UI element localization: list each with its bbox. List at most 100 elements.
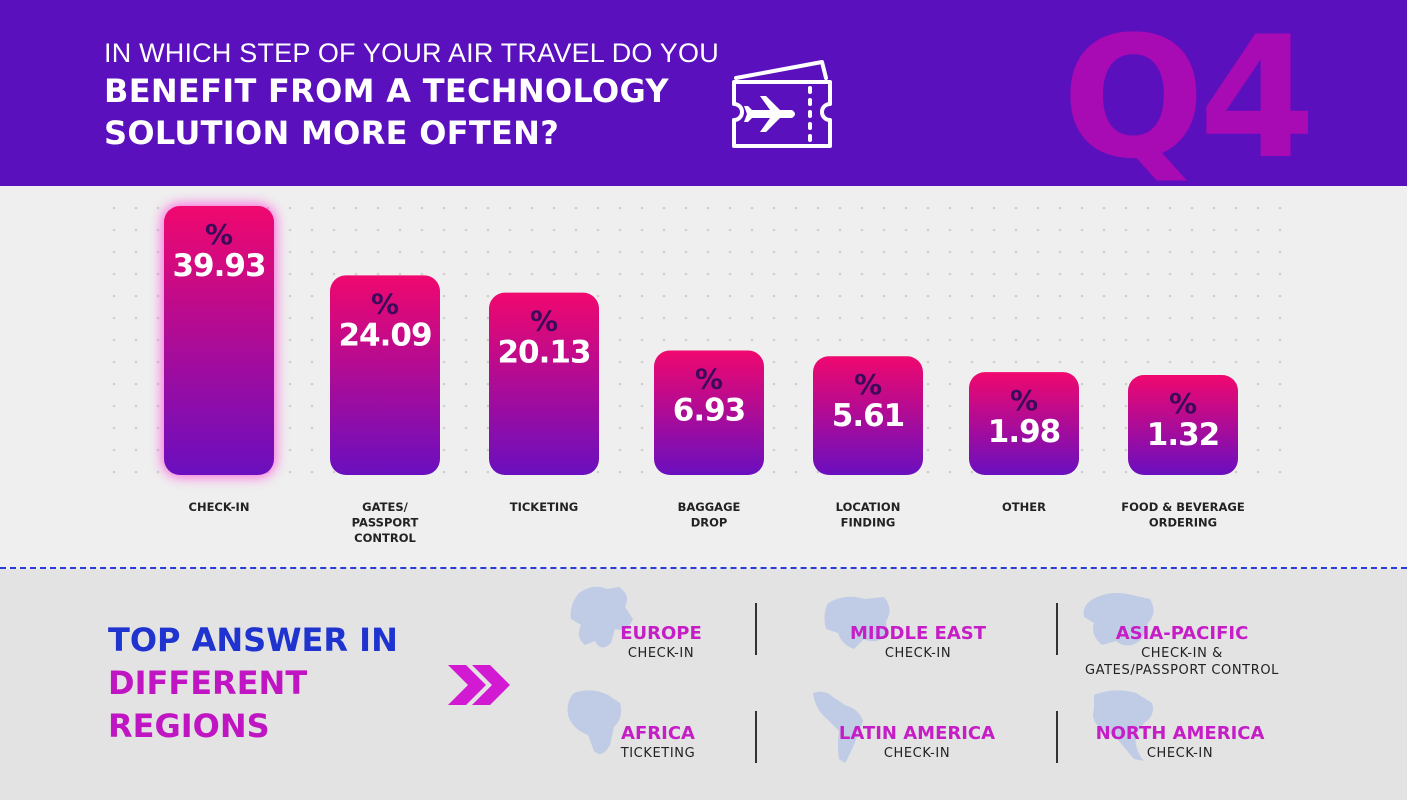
grid-dot <box>1190 206 1194 210</box>
region-asia-pacific: ASIA-PACIFIC CHECK-IN & GATES/PASSPORT CO… <box>1062 579 1302 678</box>
grid-dot <box>640 360 644 364</box>
grid-dot <box>948 294 952 298</box>
grid-dot <box>1256 426 1260 430</box>
grid-dot <box>442 250 446 254</box>
grid-dot <box>618 426 622 430</box>
grid-dot <box>728 206 732 210</box>
grid-dot <box>618 470 622 474</box>
grid-dot <box>1146 294 1150 298</box>
grid-dot <box>1124 426 1128 430</box>
grid-dot <box>112 250 116 254</box>
grid-dot <box>1080 316 1084 320</box>
grid-dot <box>662 316 666 320</box>
bar-value-label: 1.32 <box>1147 417 1220 453</box>
grid-dot <box>750 228 754 232</box>
grid-dot <box>1234 470 1238 474</box>
grid-dot <box>816 294 820 298</box>
asia-pacific-map-icon <box>1083 593 1154 646</box>
grid-dot <box>134 448 138 452</box>
grid-dot <box>354 250 358 254</box>
grid-dot <box>310 404 314 408</box>
region-north-america: NORTH AMERICA CHECK-IN <box>1060 679 1300 769</box>
grid-dot <box>750 294 754 298</box>
grid-dot <box>1036 206 1040 210</box>
bar <box>654 350 764 475</box>
grid-dot <box>1278 426 1282 430</box>
grid-dot <box>1014 360 1018 364</box>
grid-dot <box>1190 250 1194 254</box>
grid-dot <box>662 250 666 254</box>
grid-dot <box>1256 294 1260 298</box>
grid-dot <box>772 294 776 298</box>
grid-dot <box>1256 272 1260 276</box>
category-label: OTHER <box>1002 500 1046 514</box>
grid-dot <box>992 294 996 298</box>
region-middle-east: MIDDLE EAST CHECK-IN <box>798 579 1038 669</box>
region-latin-america: LATIN AMERICA CHECK-IN <box>797 679 1037 769</box>
grid-dot <box>1190 294 1194 298</box>
grid-dot <box>112 448 116 452</box>
category-label: FINDING <box>841 516 896 530</box>
grid-dot <box>134 228 138 232</box>
grid-dot <box>904 250 908 254</box>
grid-dot <box>794 272 798 276</box>
grid-dot <box>1014 294 1018 298</box>
grid-dot <box>134 360 138 364</box>
region-answer: CHECK-IN <box>627 646 695 661</box>
grid-dot <box>1168 360 1172 364</box>
grid-dot <box>706 250 710 254</box>
grid-dot <box>134 338 138 342</box>
grid-dot <box>772 316 776 320</box>
question-line-2: BENEFIT FROM A TECHNOLOGY <box>104 72 669 110</box>
grid-dot <box>1080 250 1084 254</box>
grid-dot <box>1080 360 1084 364</box>
grid-dot <box>1212 294 1216 298</box>
grid-dot <box>156 426 160 430</box>
category-label: LOCATION <box>836 500 901 514</box>
grid-dot <box>816 228 820 232</box>
grid-dot <box>728 316 732 320</box>
grid-dot <box>1124 470 1128 474</box>
grid-dot <box>1102 404 1106 408</box>
grid-dot <box>618 382 622 386</box>
grid-dot <box>464 228 468 232</box>
grid-dot <box>1102 250 1106 254</box>
grid-dot <box>112 470 116 474</box>
grid-dot <box>684 250 688 254</box>
grid-dot <box>530 206 534 210</box>
grid-dot <box>288 206 292 210</box>
bar <box>489 292 599 475</box>
grid-dot <box>1102 316 1106 320</box>
grid-dot <box>332 272 336 276</box>
grid-dot <box>662 272 666 276</box>
grid-dot <box>420 228 424 232</box>
grid-dot <box>112 382 116 386</box>
grid-dot <box>794 228 798 232</box>
grid-dot <box>1256 316 1260 320</box>
grid-dot <box>508 228 512 232</box>
grid-dot <box>486 294 490 298</box>
grid-dot <box>926 338 930 342</box>
grid-dot <box>1146 228 1150 232</box>
region-divider <box>1056 603 1058 655</box>
grid-dot <box>156 338 160 342</box>
africa-map-icon <box>567 690 622 754</box>
bar <box>330 275 440 475</box>
grid-dot <box>112 360 116 364</box>
grid-dot <box>464 448 468 452</box>
grid-dot <box>618 316 622 320</box>
grid-dot <box>442 470 446 474</box>
category-label: CHECK-IN <box>189 500 250 514</box>
grid-dot <box>926 228 930 232</box>
grid-dot <box>596 470 600 474</box>
grid-dot <box>310 382 314 386</box>
grid-dot <box>970 228 974 232</box>
grid-dot <box>838 338 842 342</box>
grid-dot <box>948 448 952 452</box>
grid-dot <box>860 294 864 298</box>
grid-dot <box>442 316 446 320</box>
grid-dot <box>1102 294 1106 298</box>
grid-dot <box>310 360 314 364</box>
grid-dot <box>1058 250 1062 254</box>
grid-dot <box>970 316 974 320</box>
